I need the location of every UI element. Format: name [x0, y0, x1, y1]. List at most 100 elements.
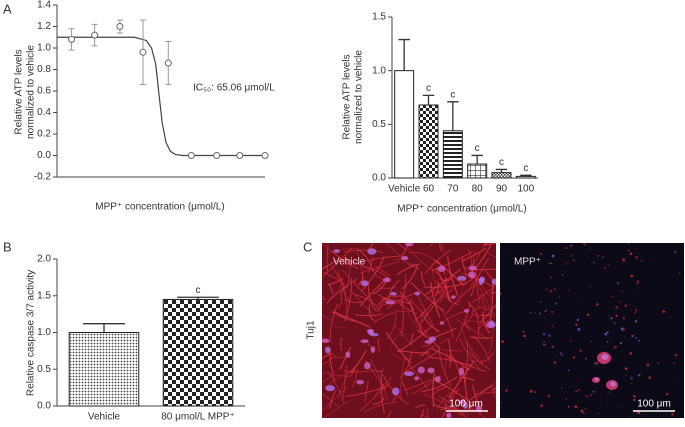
scale-bar-label: 100 μm — [449, 399, 483, 410]
nucleus — [458, 367, 464, 376]
nucleus — [404, 243, 414, 247]
fiber — [430, 282, 441, 319]
speck — [597, 412, 600, 415]
nucleus — [434, 376, 441, 383]
fiber — [423, 283, 466, 288]
fiber — [322, 393, 340, 408]
fiber — [393, 309, 413, 312]
speck — [553, 288, 556, 291]
speck — [540, 300, 542, 303]
fiber — [465, 252, 481, 270]
fiber — [409, 298, 428, 317]
fiber — [440, 243, 444, 253]
fiber — [426, 408, 430, 418]
speck — [605, 399, 608, 401]
nucleus — [414, 291, 420, 296]
y-axis-label: Relative caspase 3/7 activity — [26, 270, 37, 396]
y-tick-label: 0.8 — [37, 64, 51, 75]
fiber — [468, 359, 483, 362]
x-tick-label: Vehicle — [88, 412, 121, 423]
fiber — [337, 271, 348, 315]
fiber — [439, 407, 457, 411]
fiber — [373, 311, 396, 324]
fiber — [461, 272, 495, 288]
speck — [648, 261, 650, 263]
fiber — [322, 370, 323, 372]
speck — [561, 273, 564, 276]
speck — [572, 259, 575, 262]
y-tick-label: 0.5 — [372, 119, 386, 130]
fiber — [448, 360, 475, 399]
speck — [567, 369, 570, 372]
bar — [418, 104, 439, 179]
fiber — [405, 350, 440, 373]
error-bar — [495, 168, 508, 173]
fiber — [343, 369, 374, 373]
x-tick-label: 60 — [423, 184, 435, 195]
speck — [550, 276, 553, 279]
fiber — [328, 356, 347, 361]
speck — [595, 270, 597, 272]
speck — [579, 349, 583, 353]
fiber — [399, 290, 415, 311]
fiber — [491, 390, 496, 400]
fiber — [349, 288, 377, 318]
speck — [630, 416, 632, 417]
fiber — [322, 295, 326, 301]
speck — [632, 398, 636, 402]
nucleus — [424, 340, 433, 344]
speck — [507, 249, 509, 251]
nucleus — [601, 354, 609, 360]
nucleus — [400, 256, 409, 261]
fiber — [334, 243, 336, 244]
y-tick-label: 0.0 — [372, 173, 386, 184]
nucleus — [385, 300, 396, 305]
panel-label: B — [3, 239, 12, 254]
speck — [534, 391, 537, 394]
fiber — [392, 352, 412, 360]
fiber — [364, 380, 370, 402]
speck — [594, 361, 597, 365]
nucleus — [468, 271, 477, 279]
nucleus — [457, 275, 467, 281]
speck — [669, 406, 671, 409]
fiber — [322, 372, 350, 377]
error-bar — [471, 154, 483, 165]
error-bar — [422, 94, 435, 106]
data-point — [236, 152, 244, 159]
speck — [590, 340, 592, 343]
nucleus — [595, 377, 599, 381]
speck — [635, 255, 638, 259]
scale-bar-label: 100 μm — [637, 399, 671, 410]
fiber — [425, 352, 450, 360]
speck — [570, 255, 573, 257]
speck — [633, 395, 636, 398]
fiber — [477, 318, 492, 331]
fiber — [329, 350, 336, 381]
x-tick-label: Vehicle — [388, 184, 421, 195]
fiber — [482, 243, 488, 247]
x-tick-label: 70 — [447, 184, 459, 195]
nucleus — [404, 371, 414, 377]
speck — [505, 389, 508, 392]
fiber — [322, 244, 350, 269]
speck — [630, 274, 634, 278]
nucleus — [429, 336, 437, 342]
speck — [549, 289, 553, 293]
fiber — [322, 353, 334, 360]
speck — [624, 367, 628, 371]
fiber — [377, 338, 381, 352]
fiber — [439, 339, 452, 345]
fiber — [465, 313, 476, 327]
fiber — [475, 312, 480, 337]
fiber — [352, 369, 358, 388]
fiber — [467, 300, 480, 319]
fiber — [331, 311, 371, 328]
speck — [631, 309, 632, 311]
y-tick-label: 1.4 — [37, 0, 51, 11]
fiber — [322, 315, 332, 321]
fiber — [461, 247, 487, 262]
fiber — [359, 280, 384, 307]
bar — [442, 130, 463, 179]
